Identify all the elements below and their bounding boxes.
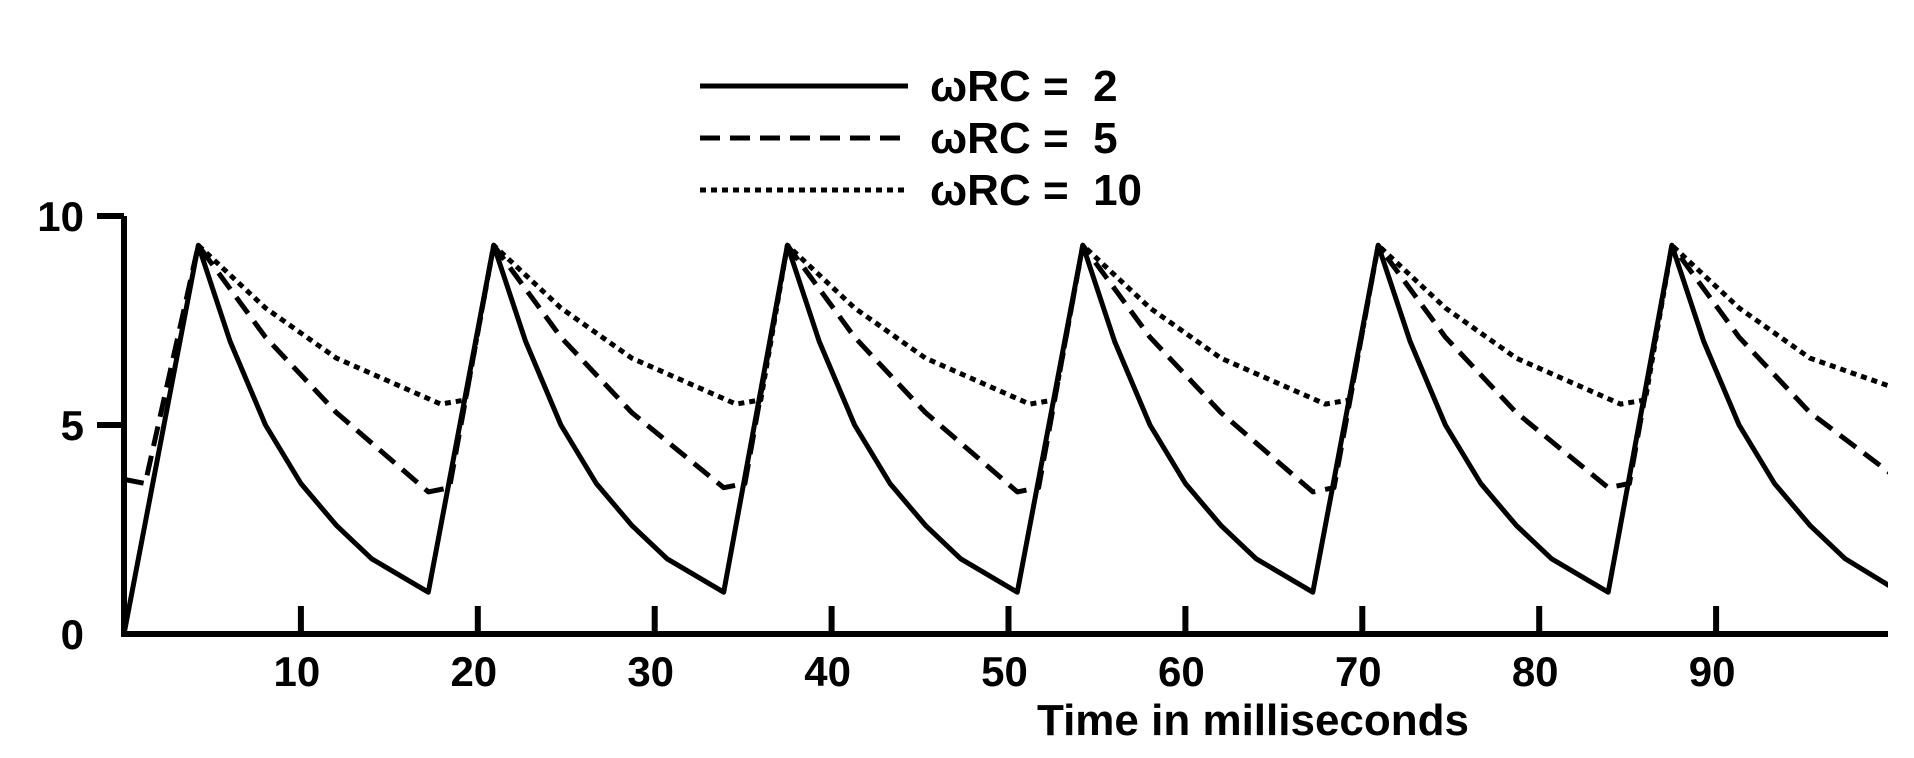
x-tick-label: 40 xyxy=(804,648,851,695)
x-tick-label: 70 xyxy=(1335,648,1382,695)
x-tick-label: 30 xyxy=(627,648,674,695)
series-line-solid xyxy=(124,242,1888,634)
series-layer xyxy=(124,242,1888,634)
legend-label: ωRC = 10 xyxy=(930,166,1142,215)
y-tick-label: 10 xyxy=(37,193,84,240)
x-tick-label: 10 xyxy=(274,648,321,695)
x-tick-label: 80 xyxy=(1512,648,1559,695)
y-tick-label: 0 xyxy=(61,611,84,658)
x-tick-label: 90 xyxy=(1689,648,1736,695)
legend-label: ωRC = 5 xyxy=(930,114,1118,163)
y-tick-label: 5 xyxy=(61,402,84,449)
series-line-dashed xyxy=(124,242,1888,495)
axes xyxy=(121,216,1888,637)
legend-label: ωRC = 2 xyxy=(930,62,1118,111)
ticks: 10 20 30 40 50 60 70 80 90 0 5 10 xyxy=(37,193,1735,695)
series-line-dotted xyxy=(196,242,1888,407)
x-axis-title: Time in milliseconds xyxy=(1037,696,1469,745)
x-tick-label: 50 xyxy=(981,648,1028,695)
x-tick-label: 60 xyxy=(1158,648,1205,695)
x-tick-label: 20 xyxy=(450,648,497,695)
